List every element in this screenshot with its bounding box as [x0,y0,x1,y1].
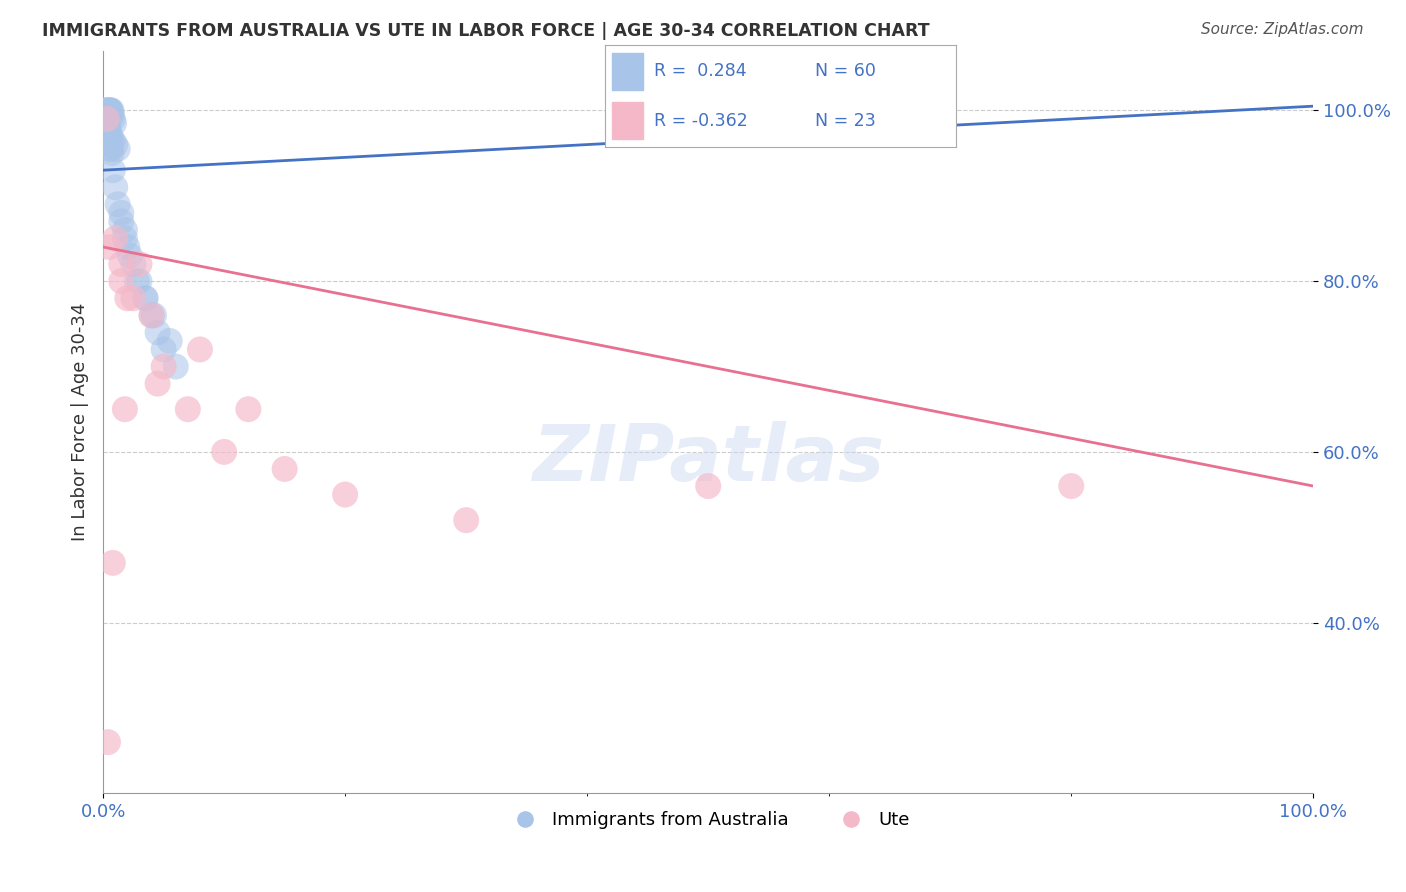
Text: ZIPatlas: ZIPatlas [531,421,884,497]
Point [98,103,121,118]
Point [134,291,156,305]
Point [101,133,124,147]
Point [104,180,127,194]
Point [114,223,136,237]
Point [118,248,141,262]
Bar [612,53,644,90]
Point [96,112,118,126]
Point [98,240,121,254]
Point [114,231,136,245]
Text: R =  0.284: R = 0.284 [654,62,747,80]
Point [152,343,174,357]
Point [104,137,127,152]
Point [94,108,117,122]
Point [97,735,120,749]
Point [142,308,165,322]
Point [101,112,124,126]
Point [110,274,132,288]
Point [333,487,356,501]
Point [165,359,187,374]
Point [212,445,235,459]
Point [98,125,121,139]
Point [141,308,163,322]
Point [697,479,720,493]
Text: Source: ZipAtlas.com: Source: ZipAtlas.com [1201,22,1364,37]
Point [100,103,122,118]
Point [97,125,120,139]
Point [128,274,150,288]
Point [96,112,118,126]
Point [110,214,132,228]
Point [128,257,150,271]
Text: N = 23: N = 23 [815,112,876,129]
Point [100,137,122,152]
Point [96,116,118,130]
Point [100,142,122,156]
Point [117,240,139,254]
Point [146,376,169,391]
Point [188,343,211,357]
Point [104,231,127,245]
Point [94,116,117,130]
Point [96,120,118,135]
Point [94,112,117,126]
Point [122,257,145,271]
Point [152,359,174,374]
Point [110,206,132,220]
Point [107,142,129,156]
Point [97,129,120,144]
Point [97,103,120,118]
Point [125,274,148,288]
Point [103,116,125,130]
Point [273,462,295,476]
Point [100,103,122,118]
Bar [612,102,644,139]
Point [100,129,122,144]
Point [93,103,115,118]
Point [93,103,115,118]
Point [141,308,163,322]
Text: IMMIGRANTS FROM AUSTRALIA VS UTE IN LABOR FORCE | AGE 30-34 CORRELATION CHART: IMMIGRANTS FROM AUSTRALIA VS UTE IN LABO… [42,22,929,40]
Point [107,197,129,211]
Point [100,103,122,118]
Point [96,103,118,118]
Point [94,108,117,122]
Point [1060,479,1083,493]
Point [159,334,181,348]
Point [98,137,121,152]
Point [100,146,122,161]
Point [146,326,169,340]
Point [97,120,120,135]
Point [96,116,118,130]
Point [238,402,260,417]
Point [96,125,118,139]
Point [100,108,122,122]
Legend: Immigrants from Australia, Ute: Immigrants from Australia, Ute [499,804,917,837]
Point [456,513,478,527]
Point [134,291,156,305]
Point [100,142,122,156]
Point [117,291,139,305]
Point [94,112,117,126]
Point [97,120,120,135]
Point [122,291,145,305]
Point [97,133,120,147]
Point [110,257,132,271]
Point [98,129,121,144]
Y-axis label: In Labor Force | Age 30-34: In Labor Force | Age 30-34 [72,302,89,541]
Text: R = -0.362: R = -0.362 [654,112,748,129]
Point [98,103,121,118]
Point [101,163,124,178]
Point [98,133,121,147]
Point [114,402,136,417]
Point [177,402,200,417]
Text: N = 60: N = 60 [815,62,876,80]
Point [101,556,124,570]
Point [93,108,115,122]
